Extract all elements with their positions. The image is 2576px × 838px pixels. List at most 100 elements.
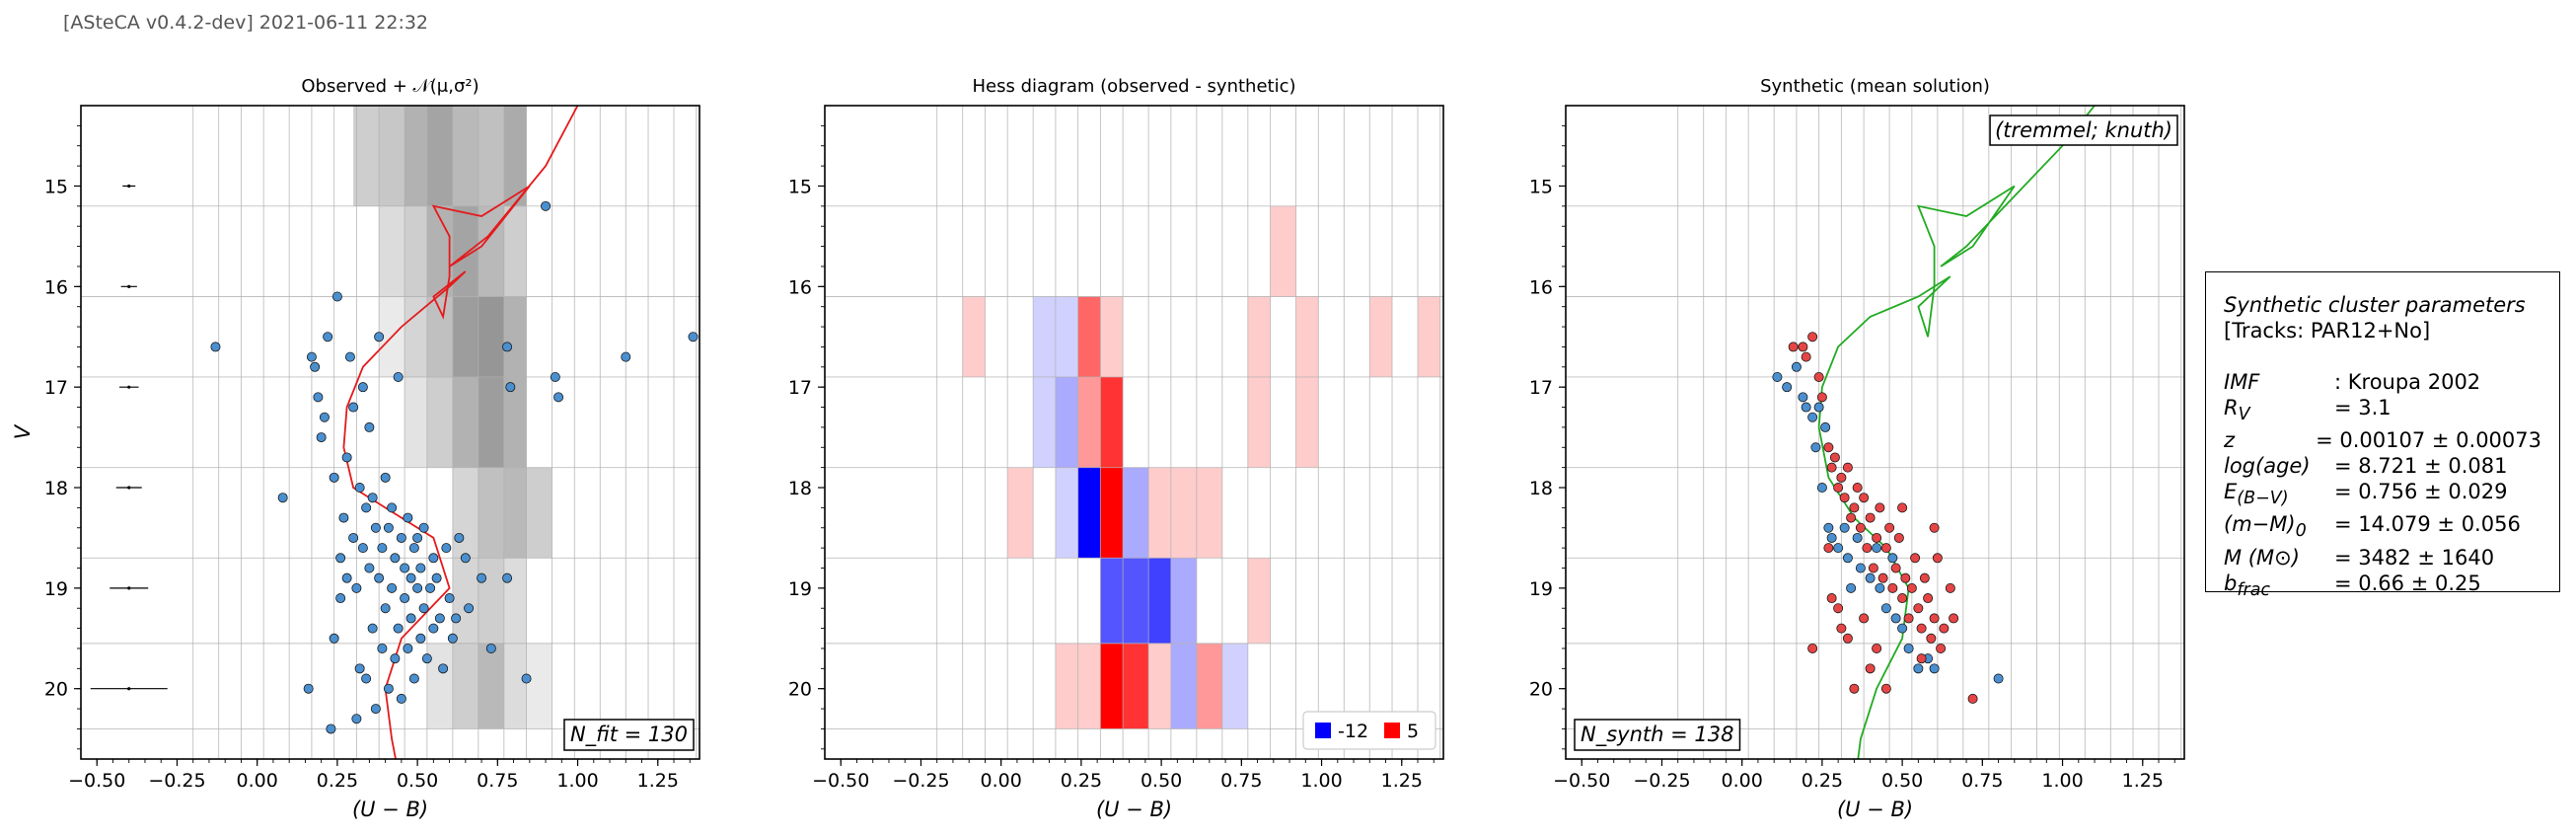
density-cell bbox=[478, 376, 504, 468]
data-point bbox=[277, 493, 288, 503]
data-point bbox=[553, 392, 564, 403]
data-point bbox=[502, 572, 513, 583]
data-point bbox=[374, 572, 385, 583]
density-cell bbox=[503, 296, 527, 377]
hess-cell bbox=[1055, 296, 1078, 377]
y-tick-label: 16 bbox=[1529, 276, 1553, 298]
hess-cell bbox=[1148, 643, 1171, 729]
data-point bbox=[447, 633, 458, 644]
data-point bbox=[405, 613, 416, 624]
synthetic-point-single bbox=[1807, 412, 1818, 422]
legend-box bbox=[1302, 711, 1436, 750]
hess-cell bbox=[1007, 467, 1034, 559]
hess-cell bbox=[1123, 467, 1149, 559]
synthetic-point-single bbox=[1801, 402, 1811, 413]
data-point bbox=[387, 582, 398, 593]
synthetic-point-binary bbox=[1868, 563, 1878, 573]
params-label: E(B−V) bbox=[2224, 480, 2289, 509]
synthetic-point-single bbox=[1798, 392, 1808, 403]
density-cell bbox=[478, 205, 504, 297]
synthetic-point-binary bbox=[1880, 543, 1891, 554]
density-cell bbox=[503, 106, 527, 206]
synthetic-point-binary bbox=[1880, 683, 1891, 694]
annotation-box bbox=[1574, 719, 1741, 751]
density-cell bbox=[452, 106, 478, 206]
params-value: = 14.079 ± 0.056 bbox=[2334, 512, 2521, 537]
y-tick-label: 16 bbox=[44, 276, 68, 298]
hess-cell bbox=[1270, 205, 1296, 297]
error-bar-center bbox=[127, 486, 131, 490]
density-cell bbox=[526, 643, 552, 729]
synthetic-point-single bbox=[1772, 371, 1783, 382]
x-tick-label: −0.25 bbox=[1633, 770, 1690, 792]
synthetic-point-single bbox=[1852, 532, 1863, 543]
hess-cell bbox=[1123, 558, 1149, 644]
synthetic-point-single bbox=[1820, 421, 1831, 432]
synthetic-point-binary bbox=[1855, 522, 1866, 533]
params-row: RV = 3.1 bbox=[2224, 395, 2541, 427]
hess-cell bbox=[1100, 467, 1124, 559]
synthetic-point-single bbox=[1890, 613, 1901, 624]
data-point bbox=[387, 502, 398, 513]
data-point bbox=[408, 543, 419, 554]
data-point bbox=[393, 371, 404, 382]
x-tick-label: 0.00 bbox=[1722, 770, 1763, 792]
x-axis-label: (U − B) bbox=[1837, 798, 1913, 821]
data-point bbox=[344, 351, 355, 362]
params-row: bfrac = 0.66 ± 0.25 bbox=[2224, 571, 2541, 603]
data-point bbox=[310, 361, 321, 372]
panel-synthetic: −0.50 −0.25 0.00 0.25 0.50 0.75 1.00 1.25 15 16 17… bbox=[1529, 76, 2185, 821]
data-point bbox=[331, 291, 342, 302]
synthetic-point-binary bbox=[1887, 582, 1898, 593]
hess-cell bbox=[1055, 643, 1078, 729]
data-point bbox=[357, 382, 368, 393]
data-point bbox=[418, 522, 429, 533]
synthetic-point-binary bbox=[1936, 643, 1947, 653]
legend-label: -12 bbox=[1338, 721, 1368, 742]
data-point bbox=[390, 553, 401, 564]
data-point bbox=[415, 633, 426, 644]
data-point bbox=[431, 572, 442, 583]
density-cell bbox=[405, 376, 427, 468]
data-point bbox=[464, 603, 475, 614]
hess-cell bbox=[1247, 296, 1271, 377]
plot-area bbox=[825, 106, 1443, 759]
data-point bbox=[396, 532, 406, 543]
synthetic-point-single bbox=[1826, 532, 1837, 543]
density-cell bbox=[452, 558, 478, 644]
density-cell bbox=[379, 106, 405, 206]
y-tick-label: 15 bbox=[44, 176, 68, 197]
synthetic-point-binary bbox=[1823, 442, 1834, 453]
params-tracks: [Tracks: PAR12+No] bbox=[2224, 319, 2431, 343]
synthetic-point-binary bbox=[1833, 483, 1844, 494]
x-tick-label: 0.00 bbox=[237, 770, 278, 792]
density-cell bbox=[503, 467, 527, 559]
hess-cell bbox=[1170, 467, 1197, 559]
data-point bbox=[505, 382, 516, 393]
data-point bbox=[380, 603, 391, 614]
legend-swatch bbox=[1384, 723, 1400, 738]
data-point bbox=[335, 593, 346, 604]
x-tick-label: −0.50 bbox=[1553, 770, 1610, 792]
data-point bbox=[400, 593, 410, 604]
hess-cell bbox=[962, 296, 986, 377]
hess-cell bbox=[1247, 558, 1271, 644]
data-point bbox=[326, 724, 336, 734]
synthetic-point-binary bbox=[1916, 653, 1927, 664]
synthetic-point-single bbox=[1929, 663, 1940, 674]
hess-cell bbox=[1418, 296, 1440, 377]
data-point bbox=[316, 432, 327, 443]
hess-cell bbox=[1170, 558, 1197, 644]
y-tick-label: 17 bbox=[44, 377, 68, 399]
density-cell bbox=[452, 376, 478, 468]
synthetic-point-single bbox=[1782, 382, 1793, 393]
hess-cell bbox=[1100, 643, 1124, 729]
params-value: = 3.1 bbox=[2334, 396, 2392, 419]
data-point bbox=[390, 653, 401, 664]
data-point bbox=[348, 402, 359, 413]
y-tick-label: 20 bbox=[788, 679, 812, 701]
chart-title: Hess diagram (observed - synthetic) bbox=[972, 76, 1295, 97]
synthetic-point-binary bbox=[1829, 452, 1840, 463]
density-cell bbox=[426, 106, 453, 206]
data-point bbox=[383, 522, 394, 533]
